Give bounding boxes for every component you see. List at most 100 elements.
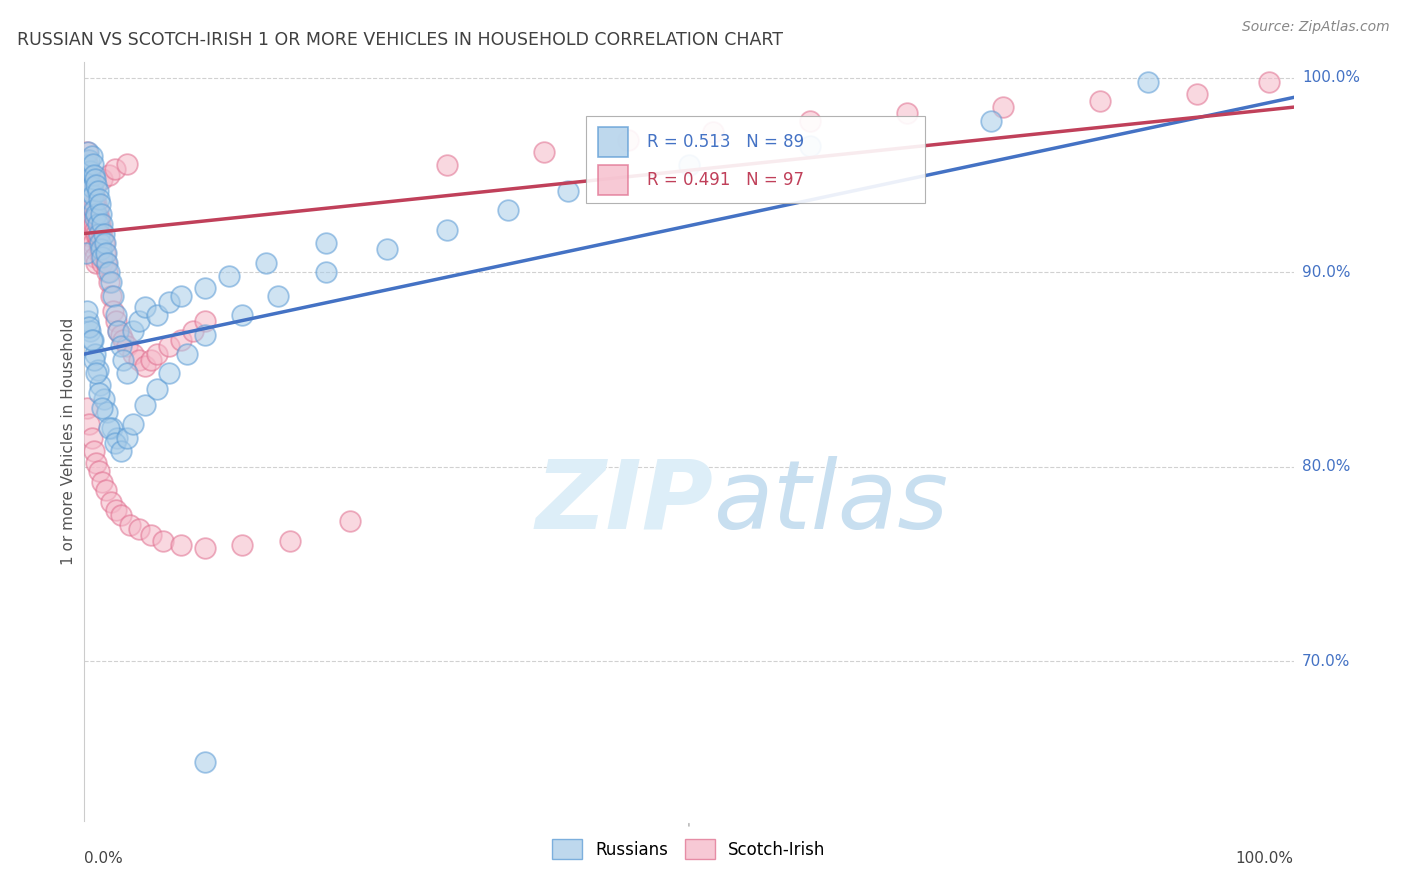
Point [86, 197, 108, 211]
Point [176, 347, 198, 361]
Point [82, 211, 104, 225]
Point [91, 475, 114, 490]
Point [100, 289, 122, 303]
Point [80, 334, 103, 348]
Point [86, 211, 108, 225]
Point [91, 250, 114, 264]
Point [103, 304, 125, 318]
Y-axis label: 1 or more Vehicles in Household: 1 or more Vehicles in Household [60, 318, 76, 566]
Point [112, 352, 135, 367]
Legend: Russians, Scotch-Irish: Russians, Scotch-Irish [546, 833, 832, 865]
Point [134, 398, 156, 412]
Point [80, 178, 103, 192]
Text: Source: ZipAtlas.com: Source: ZipAtlas.com [1241, 20, 1389, 34]
Point [231, 538, 253, 552]
Point [90, 222, 112, 236]
Point [76, 401, 98, 416]
Point [315, 265, 337, 279]
Point [82, 156, 104, 170]
Point [84, 250, 107, 264]
Point [104, 502, 127, 516]
Point [93, 236, 115, 251]
Point [76, 197, 98, 211]
Point [84, 347, 107, 361]
Point [76, 159, 98, 173]
FancyBboxPatch shape [586, 116, 925, 202]
Point [87, 227, 110, 241]
Text: 0.0%: 0.0% [84, 851, 124, 866]
Point [77, 184, 100, 198]
Point [1185, 87, 1208, 101]
Point [90, 250, 112, 264]
Point [218, 269, 240, 284]
Point [194, 541, 217, 556]
Point [77, 192, 100, 206]
Point [87, 192, 110, 206]
Point [86, 227, 108, 241]
Point [799, 113, 821, 128]
Point [79, 187, 101, 202]
Point [80, 431, 103, 445]
Point [89, 242, 111, 256]
Point [79, 222, 101, 236]
Point [110, 508, 132, 523]
Point [75, 178, 97, 192]
Point [87, 236, 110, 251]
Point [83, 197, 105, 211]
Point [110, 327, 132, 342]
Point [93, 227, 115, 241]
Point [533, 145, 555, 159]
Point [104, 308, 127, 322]
Point [100, 275, 122, 289]
Point [194, 314, 217, 328]
Point [96, 255, 118, 269]
Point [146, 382, 169, 396]
Point [170, 289, 193, 303]
Point [77, 145, 100, 159]
Point [75, 153, 97, 167]
Point [86, 184, 108, 198]
Point [94, 236, 117, 251]
Point [181, 324, 204, 338]
Point [84, 172, 107, 186]
Text: RUSSIAN VS SCOTCH-IRISH 1 OR MORE VEHICLES IN HOUSEHOLD CORRELATION CHART: RUSSIAN VS SCOTCH-IRISH 1 OR MORE VEHICL… [17, 31, 783, 49]
Point [77, 159, 100, 173]
Point [94, 246, 117, 260]
Point [91, 217, 114, 231]
Point [107, 324, 129, 338]
Point [79, 164, 101, 178]
Point [80, 230, 103, 244]
Point [101, 421, 124, 435]
Point [77, 314, 100, 328]
Point [139, 352, 162, 367]
Point [110, 339, 132, 353]
Point [231, 308, 253, 322]
Point [82, 184, 104, 198]
Point [89, 236, 111, 251]
Point [93, 392, 115, 406]
Text: R = 0.491   N = 97: R = 0.491 N = 97 [647, 171, 804, 189]
Point [557, 184, 579, 198]
Point [77, 153, 100, 167]
Point [170, 334, 193, 348]
Point [77, 164, 100, 178]
Point [97, 421, 120, 435]
Point [115, 339, 138, 353]
Point [496, 203, 519, 218]
Point [86, 178, 108, 192]
Point [79, 197, 101, 211]
Point [82, 334, 104, 348]
Point [799, 139, 821, 153]
Point [896, 106, 918, 120]
Point [86, 367, 108, 381]
Point [617, 133, 640, 147]
Point [79, 324, 101, 338]
Point [105, 431, 128, 445]
Point [82, 236, 104, 251]
Point [91, 401, 114, 416]
Text: 90.0%: 90.0% [1302, 265, 1350, 280]
Text: atlas: atlas [713, 456, 948, 549]
Point [1088, 95, 1111, 109]
FancyBboxPatch shape [599, 127, 628, 157]
Point [97, 265, 120, 279]
